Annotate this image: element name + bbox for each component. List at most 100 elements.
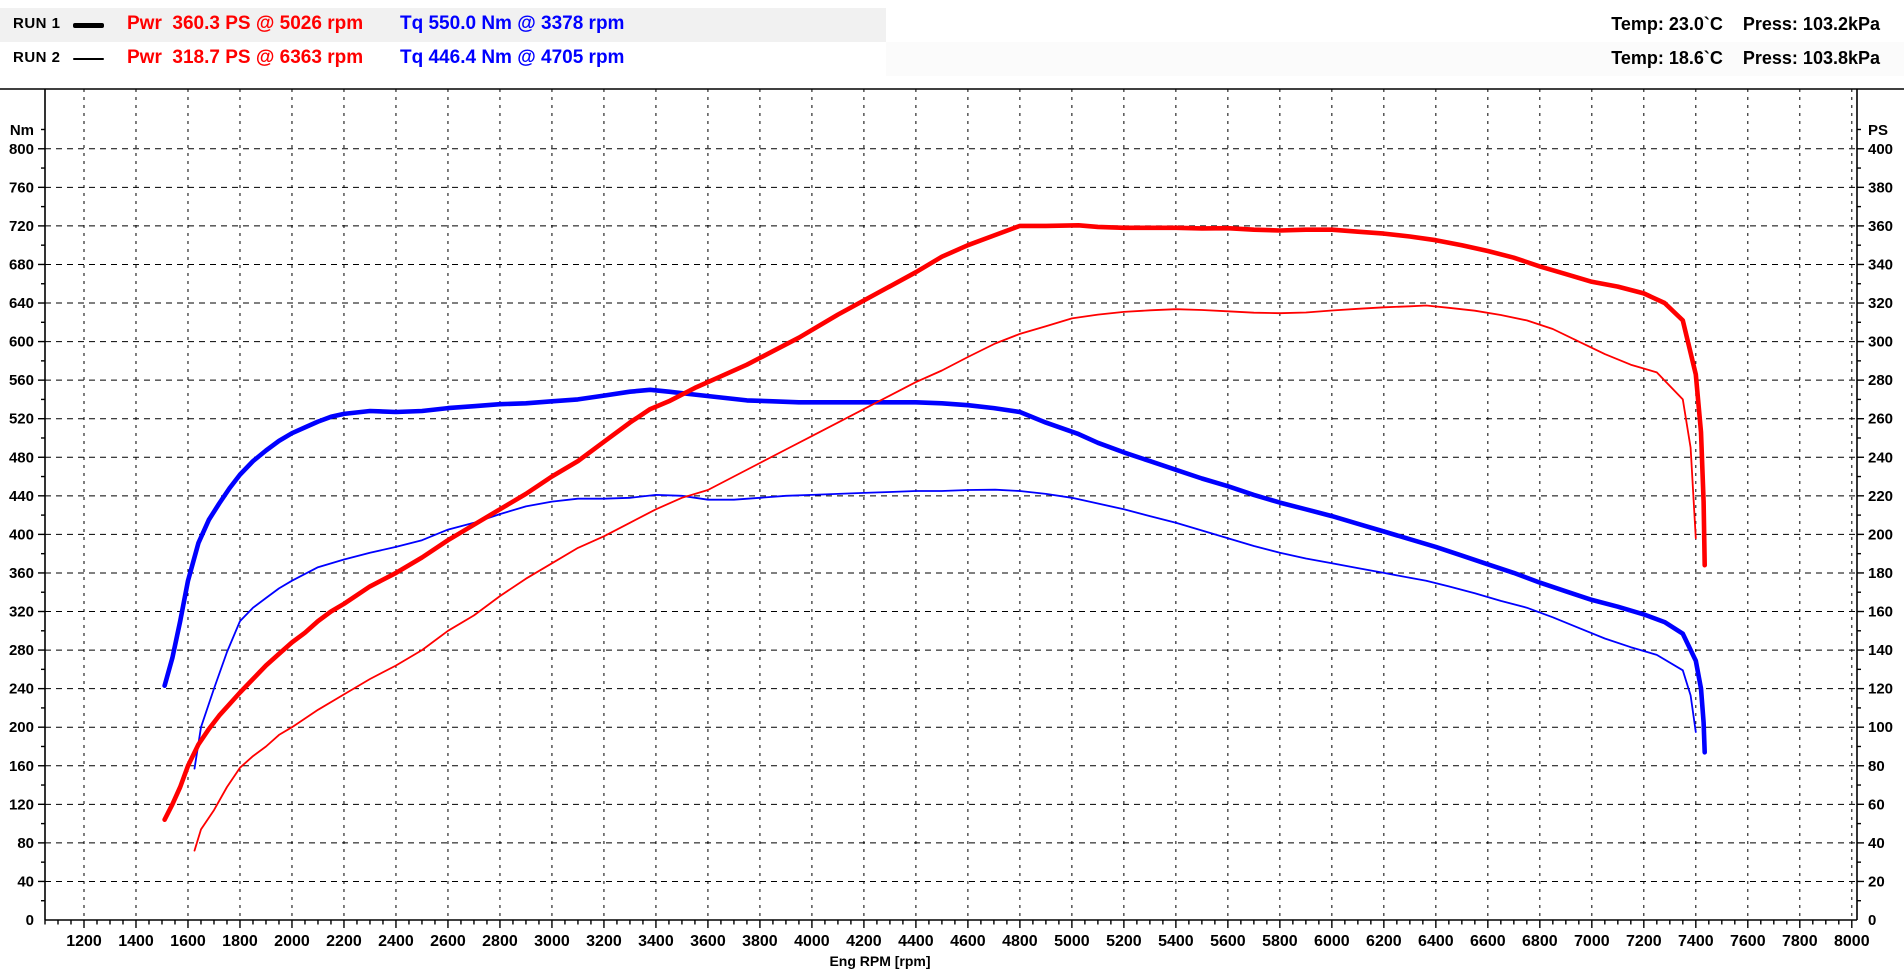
y-right-tick-label: 120 xyxy=(1868,681,1893,698)
run1-line-sample xyxy=(73,23,104,28)
x-tick-label: 8000 xyxy=(1834,933,1870,950)
y-left-tick-label: 560 xyxy=(9,372,34,389)
x-tick-label: 2200 xyxy=(326,933,362,950)
y-right-tick-label: 140 xyxy=(1868,642,1893,659)
run1-torque-reading: Tq 550.0 Nm @ 3378 rpm xyxy=(400,13,625,34)
x-tick-label: 3200 xyxy=(586,933,622,950)
x-tick-label: 6400 xyxy=(1418,933,1454,950)
y-left-tick-label: 0 xyxy=(26,912,34,929)
x-axis-labels: 1200 1400 1600 1800 2000 2200 2400 2600 2800 3000… xyxy=(66,933,1870,969)
run2-torque-reading: Tq 446.4 Nm @ 4705 rpm xyxy=(400,47,625,68)
plot-frame xyxy=(0,88,1904,921)
plot-background xyxy=(0,88,1904,969)
y-left-axis-labels: 0 40 80 120 160 200 240 280 320 360 400 440 480 520 56… xyxy=(9,122,34,929)
x-tick-label: 2600 xyxy=(430,933,466,950)
run-1-torque-curve xyxy=(162,387,1707,755)
x-tick-label: 5600 xyxy=(1210,933,1246,950)
run2-label: RUN 2 xyxy=(13,49,61,66)
x-tick-label: 5400 xyxy=(1158,933,1194,950)
y-right-tick-label: 180 xyxy=(1868,565,1893,582)
y-right-tick-label: 280 xyxy=(1868,372,1893,389)
legend-row1-background xyxy=(0,8,886,42)
legend-row-run2: RUN 2 Pwr 318.7 PS @ 6363 rpm Tq 446.4 N… xyxy=(0,42,1904,75)
run2-temperature: Temp: 18.6`C xyxy=(1611,48,1723,68)
y-right-tick-label: 400 xyxy=(1868,141,1893,158)
x-tick-label: 2000 xyxy=(274,933,310,950)
x-tick-label: 6800 xyxy=(1522,933,1558,950)
y-right-tick-label: 360 xyxy=(1868,218,1893,235)
legend-row2-background xyxy=(886,42,1904,76)
x-tick-label: 6000 xyxy=(1314,933,1350,950)
y-left-tick-label: 40 xyxy=(17,873,34,890)
run1-conditions: Temp: 23.0`C Press: 103.2kPa xyxy=(1611,14,1880,35)
x-tick-label: 4400 xyxy=(898,933,934,950)
x-tick-label: 6600 xyxy=(1470,933,1506,950)
run2-power-reading: Pwr 318.7 PS @ 6363 rpm xyxy=(127,47,364,68)
y-right-tick-label: 80 xyxy=(1868,758,1885,775)
x-tick-label: 7600 xyxy=(1730,933,1766,950)
x-tick-label: 1400 xyxy=(118,933,154,950)
y-left-tick-label: 440 xyxy=(9,488,34,505)
y-left-tick-label: 200 xyxy=(9,719,34,736)
run2-conditions: Temp: 18.6`C Press: 103.8kPa xyxy=(1611,48,1880,69)
legend-header: RUN 1 Pwr 360.3 PS @ 5026 rpm Tq 550.0 N… xyxy=(0,0,1904,88)
data-curves xyxy=(162,223,1707,852)
y-left-tick-label: 720 xyxy=(9,218,34,235)
y-left-tick-label: 400 xyxy=(9,526,34,543)
run-1-power-curve xyxy=(162,223,1707,823)
y-left-tick-label: 680 xyxy=(9,256,34,273)
y-left-tick-label: 80 xyxy=(17,835,34,852)
run1-temperature: Temp: 23.0`C xyxy=(1611,14,1723,34)
x-tick-label: 4000 xyxy=(794,933,830,950)
x-tick-label: 7200 xyxy=(1626,933,1662,950)
y-left-tick-label: 760 xyxy=(9,179,34,196)
y-right-tick-label: 20 xyxy=(1868,873,1885,890)
y-left-axis-title: Nm xyxy=(10,122,34,139)
x-tick-label: 3800 xyxy=(742,933,778,950)
y-right-tick-label: 300 xyxy=(1868,334,1893,351)
y-left-tick-label: 280 xyxy=(9,642,34,659)
y-left-tick-label: 520 xyxy=(9,411,34,428)
y-left-tick-label: 600 xyxy=(9,334,34,351)
y-right-tick-label: 100 xyxy=(1868,719,1893,736)
run-2-power-curve xyxy=(193,304,1697,852)
y-right-tick-label: 60 xyxy=(1868,796,1885,813)
run1-pressure: Press: 103.2kPa xyxy=(1742,14,1880,34)
x-tick-label: 4600 xyxy=(950,933,986,950)
y-right-tick-label: 380 xyxy=(1868,179,1893,196)
y-left-tick-label: 120 xyxy=(9,796,34,813)
x-tick-label: 7800 xyxy=(1782,933,1818,950)
y-left-tick-label: 640 xyxy=(9,295,34,312)
x-tick-label: 1600 xyxy=(170,933,206,950)
x-tick-label: 3000 xyxy=(534,933,570,950)
y-left-tick-label: 320 xyxy=(9,604,34,621)
x-tick-label: 7400 xyxy=(1678,933,1714,950)
y-right-tick-label: 220 xyxy=(1868,488,1893,505)
x-tick-label: 3600 xyxy=(690,933,726,950)
x-tick-label: 1200 xyxy=(66,933,102,950)
dyno-chart-svg: 1200 1400 1600 1800 2000 2200 2400 2600 2800 3000… xyxy=(0,88,1904,969)
axis-ticks xyxy=(38,128,1864,928)
y-right-tick-label: 320 xyxy=(1868,295,1893,312)
y-right-axis-labels: 0 20 40 60 80 100 120 140 160 180 200 220 240 260 280 3… xyxy=(1868,122,1893,929)
y-right-tick-label: 260 xyxy=(1868,411,1893,428)
dyno-chart: 1200 1400 1600 1800 2000 2200 2400 2600 2800 3000… xyxy=(0,88,1904,969)
x-tick-label: 5000 xyxy=(1054,933,1090,950)
y-right-tick-label: 0 xyxy=(1868,912,1876,929)
x-tick-label: 2800 xyxy=(482,933,518,950)
y-right-axis-title: PS xyxy=(1868,122,1888,139)
x-tick-label: 7000 xyxy=(1574,933,1610,950)
y-right-tick-label: 200 xyxy=(1868,526,1893,543)
y-right-tick-label: 240 xyxy=(1868,449,1893,466)
run2-pressure: Press: 103.8kPa xyxy=(1742,48,1880,68)
x-tick-label: 1800 xyxy=(222,933,258,950)
y-right-tick-label: 340 xyxy=(1868,256,1893,273)
x-tick-label: 6200 xyxy=(1366,933,1402,950)
x-tick-label: 3400 xyxy=(638,933,674,950)
x-tick-label: 4800 xyxy=(1002,933,1038,950)
run-2-torque-curve xyxy=(193,488,1697,770)
x-tick-label: 2400 xyxy=(378,933,414,950)
run1-label: RUN 1 xyxy=(13,15,61,32)
y-left-tick-label: 800 xyxy=(9,141,34,158)
run1-power-reading: Pwr 360.3 PS @ 5026 rpm xyxy=(127,13,364,34)
